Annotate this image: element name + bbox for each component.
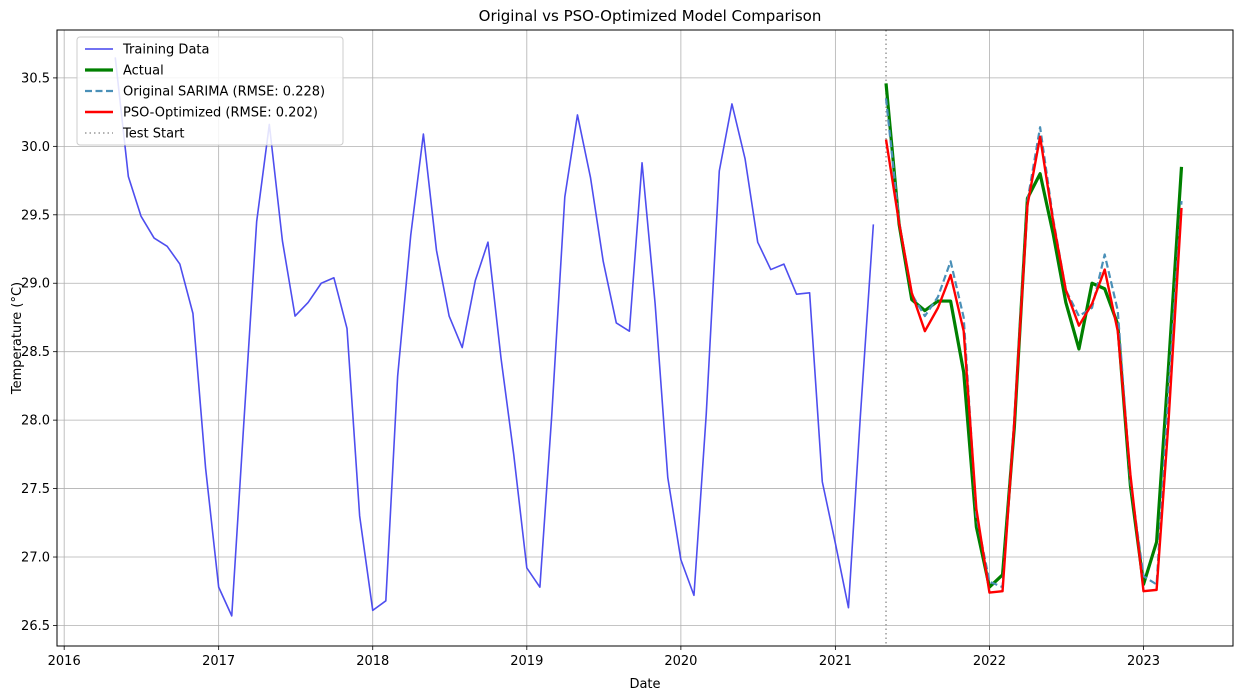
y-axis-label: Temperature (°C) (10, 282, 25, 395)
x-axis-label: Date (629, 677, 660, 692)
y-tick-label: 30.5 (21, 71, 50, 86)
x-tick-label: 2018 (356, 654, 389, 669)
y-tick-label: 28.5 (21, 345, 50, 360)
x-tick-label: 2023 (1127, 654, 1160, 669)
legend-original-sarima-label: Original SARIMA (RMSE: 0.228) (123, 85, 325, 100)
plot-area (114, 30, 1184, 646)
ticks: 2016 2017 2018 2019 2020 2021 2022 2023 26.5 27.0… (21, 71, 1160, 669)
legend: Training Data Actual Original SARIMA (RMSE… (76, 36, 344, 146)
x-tick-label: 2017 (202, 654, 235, 669)
y-tick-label: 27.0 (21, 551, 50, 566)
y-tick-label: 27.5 (21, 482, 50, 497)
y-tick-label: 29.0 (21, 277, 50, 292)
y-tick-label: 30.0 (21, 140, 50, 155)
y-tick-label: 26.5 (21, 619, 50, 634)
chart-title: Original vs PSO-Optimized Model Comparis… (479, 7, 822, 25)
x-tick-label: 2020 (664, 654, 697, 669)
pso-optimized-line (884, 135, 1183, 594)
x-tick-label: 2021 (819, 654, 852, 669)
x-tick-label: 2022 (973, 654, 1006, 669)
y-tick-label: 28.0 (21, 414, 50, 429)
legend-actual-label: Actual (123, 64, 164, 79)
grid (57, 30, 1233, 646)
y-tick-label: 29.5 (21, 208, 50, 223)
x-tick-label: 2019 (510, 654, 543, 669)
axes-frame (56, 29, 1234, 647)
training-data-line (114, 57, 875, 617)
legend-box (76, 36, 344, 146)
legend-test-start-label: Test Start (122, 127, 185, 142)
original-sarima-line (884, 98, 1183, 589)
legend-pso-optimized-label: PSO-Optimized (RMSE: 0.202) (123, 106, 318, 121)
legend-training-data-label: Training Data (122, 43, 209, 58)
x-tick-label: 2016 (48, 654, 81, 669)
